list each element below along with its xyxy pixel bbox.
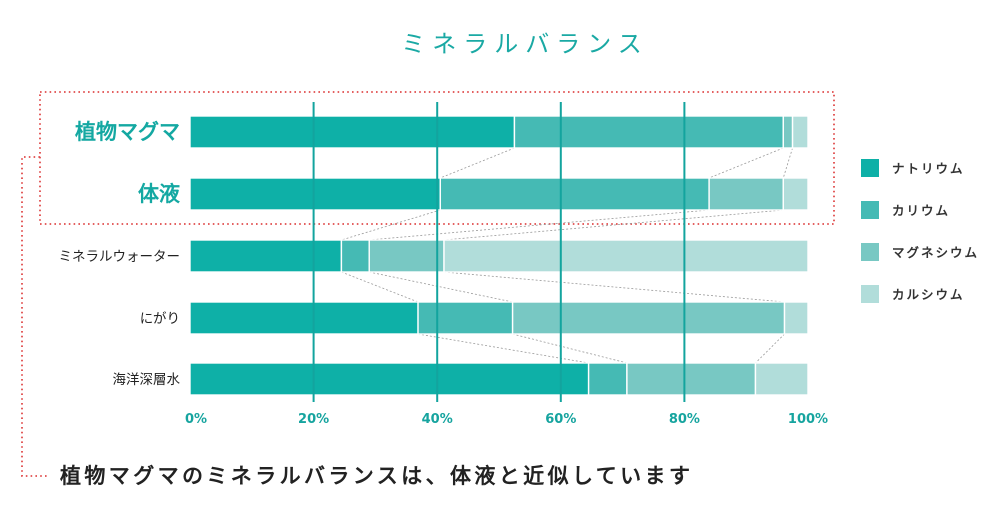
x-tick-label: 60% [545, 412, 576, 427]
category-label: 体液 [138, 182, 180, 206]
caption: 植物マグマのミネラルバランスは、体液と近似しています [60, 464, 693, 488]
segment-connector-line [708, 147, 784, 179]
segment-connector-line [782, 147, 793, 179]
gridlines [312, 102, 686, 402]
segment-connectors [341, 147, 793, 364]
bar-segment [439, 177, 710, 211]
bar-segment [513, 115, 784, 149]
category-label: 海洋深層水 [113, 372, 181, 388]
bar-segment [189, 239, 343, 273]
bar-segment [189, 177, 441, 211]
legend-label: カルシウム [892, 287, 965, 302]
bar-segment [189, 362, 590, 396]
category-label: ミネラルウォーター [59, 249, 181, 265]
category-label: にがり [140, 311, 180, 327]
chart-title: ミネラルバランス [401, 30, 649, 58]
bar-segment [587, 362, 628, 396]
x-tick-label: 40% [422, 412, 453, 427]
segment-connector-line [440, 147, 515, 179]
legend-swatch [861, 201, 879, 219]
bar-segment [189, 301, 419, 335]
bar-segment [791, 115, 809, 149]
legend-swatch [861, 159, 879, 177]
bar-segment [782, 115, 794, 149]
bar-segment [417, 301, 514, 335]
legend-label: カリウム [892, 203, 950, 218]
bar-segment [189, 115, 516, 149]
segment-connector-line [755, 333, 785, 364]
highlight-box [39, 91, 835, 225]
segment-connector-line [417, 333, 589, 364]
bar-segment [368, 239, 445, 273]
segment-connector-line [443, 209, 784, 241]
bar-segment [626, 362, 757, 396]
segment-connector-line [341, 209, 441, 241]
bar-segment [708, 177, 784, 211]
legend-swatch [861, 285, 879, 303]
x-tick-label: 0% [185, 412, 207, 427]
x-tick-label: 100% [788, 412, 828, 427]
x-axis-ticks: 0% 20% 40% 60% 80% 100% [185, 412, 828, 427]
legend-swatch [861, 243, 879, 261]
bar-segment [782, 177, 809, 211]
legend-label: マグネシウム [892, 245, 979, 260]
bar-segment [783, 301, 809, 335]
segment-connector-line [443, 271, 785, 303]
bar-segment [340, 239, 370, 273]
bars-group [189, 115, 809, 396]
legend-label: ナトリウム [892, 161, 965, 176]
bar-segment [754, 362, 809, 396]
segment-connector-line [341, 271, 419, 303]
segment-connector-line [369, 209, 710, 241]
bar-segment [511, 301, 786, 335]
category-label: 植物マグマ [75, 120, 180, 144]
bar-segment [443, 239, 809, 273]
x-tick-label: 80% [669, 412, 700, 427]
segment-connector-line [512, 333, 628, 364]
caption-connector [21, 156, 48, 477]
segment-connector-line [369, 271, 513, 303]
x-tick-label: 20% [298, 412, 329, 427]
